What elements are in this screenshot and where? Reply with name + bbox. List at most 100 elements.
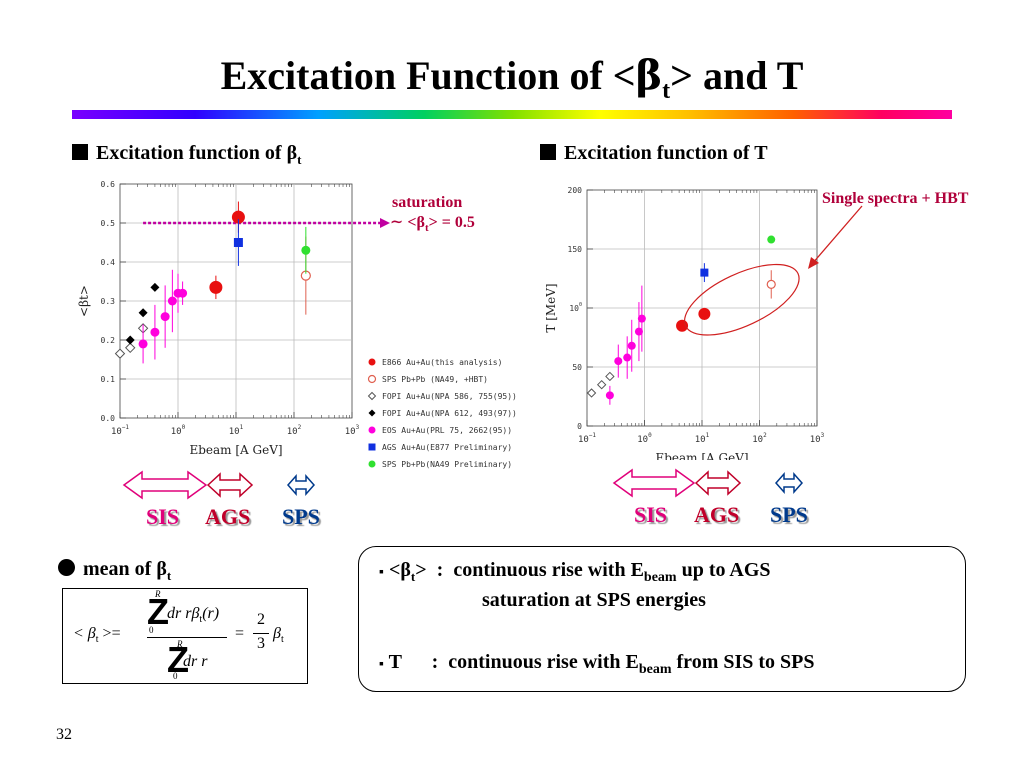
data-point	[138, 308, 148, 318]
y-tick-label: 50	[572, 363, 582, 372]
legend-entry: E866 Au+Au(this analysis)	[368, 358, 502, 367]
x-tick-label: 102	[287, 424, 302, 437]
x-tick-label: 100	[637, 432, 652, 445]
x-axis-label: Ebeam [A GeV]	[189, 443, 282, 457]
data-point	[637, 314, 646, 323]
y-axis-label: <βt>	[77, 285, 91, 317]
saturation-annotation: saturation ∼ <βt> = 0.5	[390, 194, 475, 235]
legend-entry: FOPI Au+Au(NPA 586, 755(95))	[367, 391, 517, 401]
y-tick-label: 0.1	[101, 375, 116, 384]
legend-label: FOPI Au+Au(NPA 586, 755(95))	[382, 392, 517, 401]
mean-heading: mean of βt	[58, 558, 171, 584]
legend-label: AGS Au+Au(E877 Preliminary)	[382, 443, 512, 452]
sps-label: SPS	[282, 504, 320, 529]
formula-box: < βt >= Z R 0 dr rβt(r) Z R 0 dr r = 2 3…	[62, 588, 308, 684]
rainbow-divider	[72, 110, 952, 119]
y-tick-label: 0.5	[101, 219, 116, 228]
data-point	[160, 312, 170, 322]
square-bullet-icon	[540, 144, 556, 160]
y-axis-label: T [MeV]	[544, 283, 558, 332]
annotation-arrow-line	[811, 205, 863, 265]
sis-label: SIS	[634, 502, 668, 527]
annotation-arrowhead	[808, 257, 819, 269]
series-eos-au-au-prl-75-2662-95	[605, 285, 646, 405]
series-sps-pb-pb-na49-preliminary	[767, 235, 776, 244]
x-tick-label: 101	[229, 424, 244, 437]
square-bullet-icon	[72, 144, 88, 160]
integral-sign: Z	[167, 639, 189, 680]
ags-range-arrow	[694, 470, 742, 496]
data-point	[231, 210, 245, 224]
y-tick-label: 0.6	[101, 180, 116, 189]
legend-marker	[367, 374, 377, 384]
energy-range-arrows-left	[122, 470, 316, 500]
legend-marker	[368, 409, 376, 417]
y-tick-label: 0.4	[101, 258, 116, 267]
x-tick-label: 102	[752, 432, 767, 445]
data-point	[209, 280, 223, 294]
series-sps-pb-pb-na49-preliminary	[301, 226, 311, 274]
circle-bullet-icon	[58, 559, 75, 576]
integral-upper-bound: R	[155, 589, 161, 599]
summary-bullet-1: ▪ <βt> : continuous rise with Ebeam up t…	[379, 559, 771, 585]
series-sps-pb-pb-na49-hbt	[766, 270, 776, 299]
data-point	[605, 391, 614, 400]
summary-bullet-2: ▪ T : continuous rise with Ebeam from SI…	[379, 651, 815, 677]
annotation-arrow	[808, 205, 863, 269]
x-tick-label: 101	[695, 432, 710, 445]
series-fopi-au-au-npa-612-493-97	[125, 282, 160, 345]
summary-box: ▪ <βt> : continuous rise with Ebeam up t…	[358, 546, 966, 692]
fraction-numerator: 2	[257, 611, 265, 628]
data-point	[614, 357, 623, 366]
integral-lower-bound: 0	[173, 671, 178, 681]
sps-range-arrow	[774, 472, 804, 494]
y-tick-label: 200	[568, 186, 583, 195]
fraction-denominator: 3	[257, 635, 265, 652]
data-point	[167, 296, 177, 306]
formula-denominator: dr r	[183, 653, 208, 670]
legend-marker	[367, 391, 377, 401]
single-spectra-annotation: Single spectra + HBT	[822, 190, 969, 207]
legend-label: SPS Pb+Pb(NA49 Preliminary)	[382, 460, 512, 469]
data-point	[605, 371, 615, 382]
series-eos-au-au-prl-75-2662-95	[138, 269, 188, 364]
small-fraction-bar	[253, 633, 269, 634]
slide-title: Excitation Function of <βt> and T	[220, 52, 804, 104]
beta-t-excitation-chart: 10−1 100 101 102 103 0.0 0.1 0.2 0.3 0.4 0.5 0.6 Ebe…	[77, 180, 517, 469]
right-section-heading: Excitation function of T	[540, 142, 768, 165]
y-tick-label: 0.3	[101, 297, 116, 306]
ags-label: AGS	[205, 504, 251, 529]
data-point	[301, 245, 311, 255]
temperature-excitation-chart: 10−1 100 101 102 103 0 50 100 150 200 Ebeam [A GeV…	[544, 186, 825, 460]
formula-equals: =	[235, 625, 245, 642]
x-tick-label: 10−1	[578, 432, 596, 445]
legend-marker	[368, 426, 376, 434]
legend-label: E866 Au+Au(this analysis)	[382, 358, 502, 367]
data-point	[125, 342, 136, 354]
formula-lhs: < βt >=	[73, 625, 121, 646]
saturation-arrowhead	[380, 218, 390, 228]
y-tick-label: 0.0	[101, 414, 116, 423]
integral-lower-bound: 0	[149, 625, 154, 635]
left-section-heading: Excitation function of βt	[72, 142, 301, 168]
series-e866-au-au-this-analysis	[676, 307, 711, 332]
fraction-bar	[147, 637, 227, 638]
data-point	[138, 339, 148, 349]
data-point	[700, 268, 709, 277]
y-tick-label: 150	[568, 245, 583, 254]
data-point	[634, 327, 643, 336]
legend-label: EOS Au+Au(PRL 75, 2662(95))	[382, 426, 512, 435]
highlight-ellipse	[683, 263, 800, 336]
data-point	[766, 279, 776, 290]
legend-label: FOPI Au+Au(NPA 612, 493(97))	[382, 409, 517, 418]
ags-range-arrow	[206, 472, 254, 498]
legend-entry: SPS Pb+Pb (NA49, +HBT)	[367, 374, 488, 384]
data-point	[596, 379, 607, 390]
data-point	[698, 307, 711, 320]
legend-entry: FOPI Au+Au(NPA 612, 493(97))	[368, 409, 517, 418]
legend-label: SPS Pb+Pb (NA49, +HBT)	[382, 375, 488, 384]
ags-label: AGS	[694, 502, 740, 527]
data-point	[623, 353, 632, 362]
x-tick-label: 103	[810, 432, 825, 445]
energy-range-arrows-right	[612, 468, 804, 498]
